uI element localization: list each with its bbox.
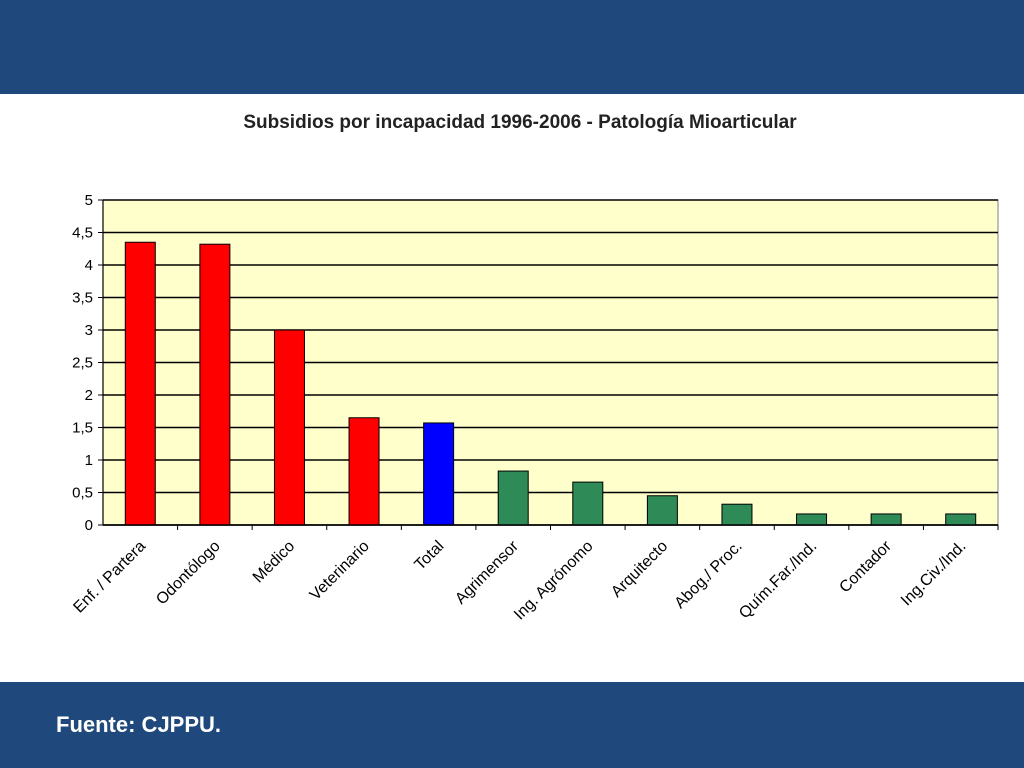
x-tick-label: Abog./ Proc. [672,538,746,612]
bar [945,513,977,526]
y-tick-label: 2 [85,387,93,404]
header-band [0,0,1024,94]
bar [423,422,455,526]
bar [721,503,753,526]
x-tick-label: Total [412,538,448,574]
bar [572,481,604,526]
x-tick-label: Arquitecto [608,538,671,601]
y-tick-label: 3,5 [72,290,93,307]
x-tick-label: Agrimensor [452,537,522,607]
y-tick-label: 4 [85,257,93,274]
chart-title: Subsidios por incapacidad 1996-2006 - Pa… [243,112,797,133]
y-tick-label: 3 [85,322,93,339]
x-tick-label: Veterinario [307,538,373,604]
bar [199,243,231,526]
y-tick-label: 4,5 [72,225,93,242]
x-tick-label: Quím.Far./Ind. [736,538,820,622]
footer-band [0,682,1024,768]
x-tick-label: Médico [250,538,299,587]
y-tick-label: 2,5 [72,355,93,372]
y-tick-label: 1 [85,452,93,469]
bar-chart: 0 0,5 1 1,5 2 2,5 3 3,5 4 4,5 5 Enf. / Partera Odont… [70,192,999,624]
y-tick-label: 1,5 [72,420,93,437]
bar [348,417,380,526]
y-tick-label: 5 [85,192,93,209]
y-tick-label: 0 [85,517,93,534]
bar [646,495,678,526]
y-tick-label: 0,5 [72,485,93,502]
footer-source-text: Fuente: CJPPU. [56,712,222,737]
x-tick-label: Odontólogo [153,538,224,609]
bar [796,513,828,526]
bar [273,329,305,526]
x-tick-label: Ing. Agrónomo [511,538,597,624]
x-tick-label: Ing.Civ./Ind. [898,538,970,610]
bar [497,470,529,526]
bar [124,241,156,526]
bar [870,513,902,526]
x-tick-label: Enf. / Partera [70,538,149,617]
x-tick-label: Contador [836,537,895,596]
